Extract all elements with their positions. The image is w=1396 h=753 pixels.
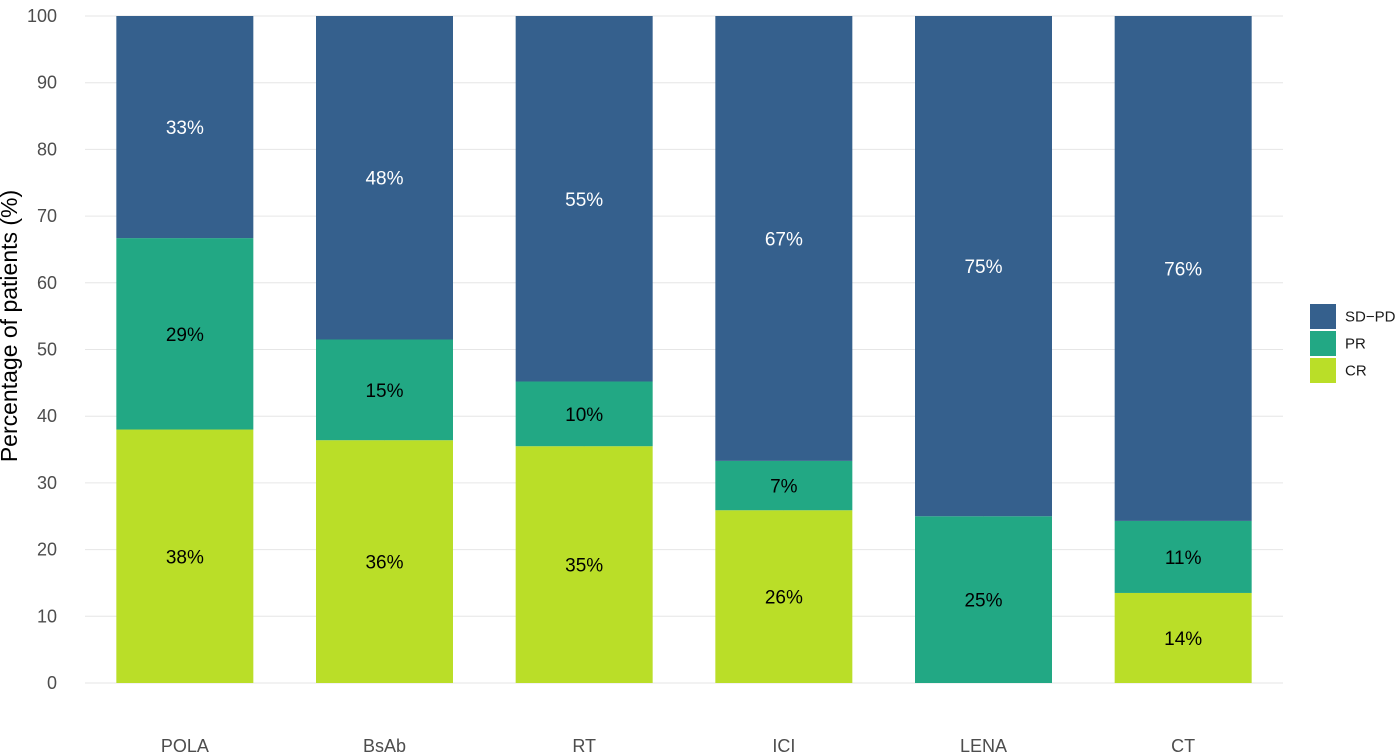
legend-key [1310,358,1336,383]
bar-segment [1114,16,1252,521]
bar-segment [515,381,653,447]
data-label: 15% [365,381,403,402]
y-tick-label: 40 [37,406,57,426]
y-tick-label: 30 [37,473,57,493]
data-label: 25% [964,591,1002,612]
data-label: 55% [565,190,603,211]
data-label: 29% [166,325,204,346]
bar-segment [316,339,453,441]
bar-segment [515,446,653,683]
x-axis-ticks: POLA BsAb RT ICI LENA CT [161,736,1195,753]
data-label: 7% [770,477,798,498]
data-label: 35% [565,556,603,577]
data-label: 11% [1165,548,1202,569]
bar-segment [1114,520,1252,593]
y-tick-label: 50 [37,340,57,360]
data-label: 48% [365,169,403,190]
bar-segment [116,16,254,239]
bars [116,16,1252,683]
data-label: 10% [565,405,603,426]
y-tick-label: 100 [27,6,57,26]
data-label: 36% [365,553,403,574]
y-tick-label: 10 [37,606,57,626]
y-tick-label: 70 [37,206,57,226]
bar-segment [116,238,254,430]
bar-segment [915,16,1052,517]
legend-key [1310,331,1336,356]
x-tick-label: POLA [161,736,209,753]
legend-key [1310,304,1336,329]
bar-segment [316,440,453,683]
x-tick-label: CT [1171,736,1195,753]
y-tick-label: 20 [37,540,57,560]
x-tick-label: LENA [960,736,1007,753]
y-tick-label: 0 [47,673,57,693]
y-axis-ticks: 0 10 20 30 40 50 60 70 80 90 100 [27,6,57,693]
y-tick-label: 60 [37,273,57,293]
data-label: 33% [166,118,204,139]
gridlines [85,15,1283,684]
data-label: 75% [964,257,1002,278]
bar-segment [1114,592,1252,683]
y-tick-label: 90 [37,73,57,93]
legend: SD−PD PR CR [1310,304,1396,383]
x-tick-label: ICI [772,736,795,753]
bar-segment [715,510,853,683]
bar-segment [715,16,853,461]
x-tick-label: BsAb [363,736,406,753]
data-label: 26% [765,588,803,609]
bar-segment [116,429,254,683]
data-label: 76% [1164,259,1202,280]
x-tick-label: RT [572,736,596,753]
y-tick-label: 80 [37,139,57,159]
bar-labels: 38% 29% 33% 36% 15% 48% 35% 10% 55% 26% 7% 67% 25% 75… [166,118,1202,650]
bar-segment [715,460,853,511]
legend-label: CR [1345,363,1367,380]
data-label: 14% [1164,629,1202,650]
bar-segment [316,16,453,340]
legend-label: SD−PD [1345,309,1396,326]
legend-label: PR [1345,336,1366,353]
data-label: 67% [765,229,803,250]
bar-segment [515,16,653,382]
bar-segment [915,516,1052,683]
y-axis-title: Percentage of patients (%) [0,190,22,462]
data-label: 38% [166,547,204,568]
